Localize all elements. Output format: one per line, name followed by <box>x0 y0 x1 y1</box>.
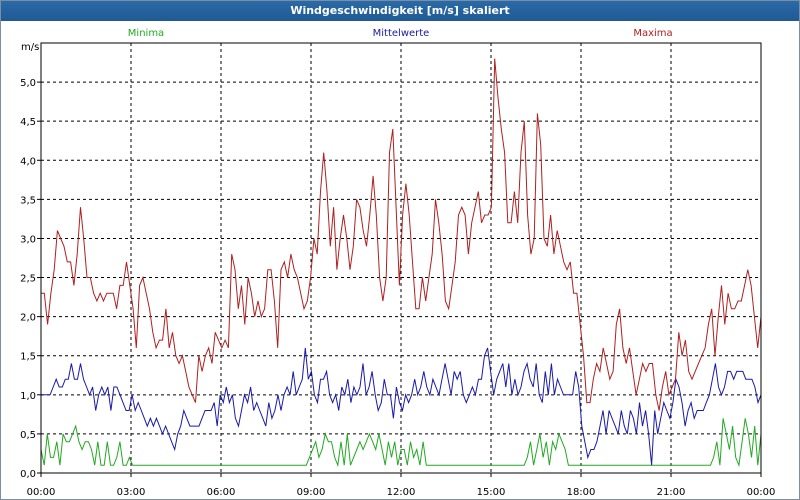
y-tick-label: 2,5 <box>20 274 36 285</box>
y-tick-label: 3,5 <box>20 195 36 206</box>
y-tick-label: 5,0 <box>20 78 36 89</box>
x-tick-time: 12:00 <box>387 487 416 498</box>
y-tick-label: 4,5 <box>20 117 36 128</box>
x-tick-time: 03:00 <box>117 487 146 498</box>
series-line-maxima <box>41 58 762 411</box>
y-tick-label: 4,0 <box>20 156 36 167</box>
chart-area: m/s 0,0 0,5 1,0 1,5 2,0 2,5 3,0 3,5 4,0 4,5 5,0 00… <box>1 21 799 499</box>
y-tick-label: 1,5 <box>20 352 36 363</box>
grid <box>41 43 761 474</box>
series-lines <box>40 58 762 468</box>
x-tick-time: 18:00 <box>567 487 596 498</box>
y-tick-label: 0,0 <box>20 469 36 480</box>
x-tick-time: 06:00 <box>207 487 236 498</box>
x-tick-time: 00:00 <box>27 487 56 498</box>
x-axis: 00:0009.07.1603:0009.07.1606:0009.07.160… <box>27 473 776 498</box>
y-tick-label: 0,5 <box>20 430 36 441</box>
series-line-mittelwerte <box>41 347 762 466</box>
legend-mittelwerte: Mittelwerte <box>373 28 430 39</box>
x-tick-time: 15:00 <box>477 487 506 498</box>
y-tick-label: 1,0 <box>20 391 36 402</box>
x-tick-time: 00:00 <box>747 487 776 498</box>
y-tick-label: 3,0 <box>20 234 36 245</box>
y-tick-label: 2,0 <box>20 313 36 324</box>
window-title: Windgeschwindigkeit [m/s] skaliert <box>1 1 799 21</box>
x-tick-time: 09:00 <box>297 487 326 498</box>
x-tick-time: 21:00 <box>657 487 686 498</box>
legend-minima: Minima <box>128 28 164 39</box>
y-axis-label: m/s <box>21 42 39 53</box>
legend: Minima Mittelwerte Maxima <box>128 28 673 39</box>
y-axis: m/s 0,0 0,5 1,0 1,5 2,0 2,5 3,0 3,5 4,0 4,5 5,0 <box>20 42 41 480</box>
series-line-minima <box>40 418 762 468</box>
legend-maxima: Maxima <box>633 28 672 39</box>
chart-background <box>1 21 799 499</box>
